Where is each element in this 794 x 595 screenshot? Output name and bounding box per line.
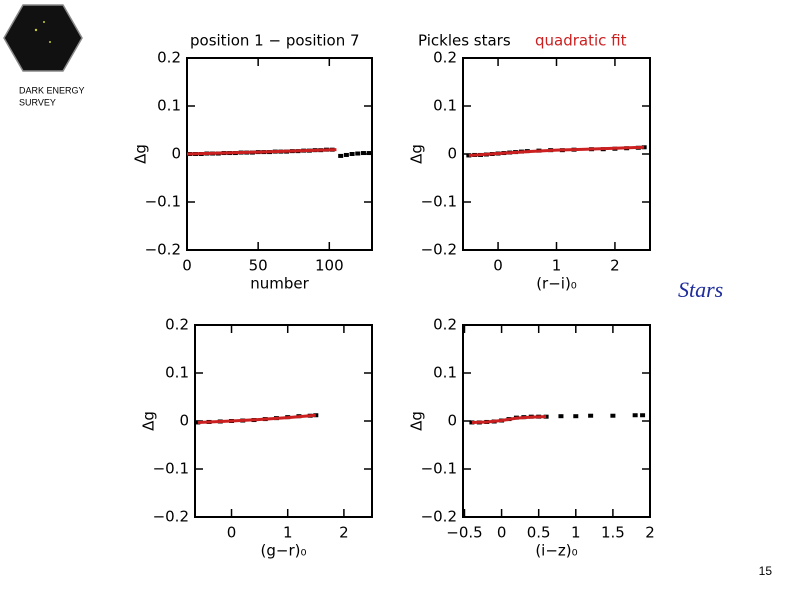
logo-text: DARK ENERGY	[19, 85, 85, 95]
y-tick-label: 0.1	[433, 97, 457, 115]
point	[588, 413, 594, 418]
x-tick-label: 1	[571, 524, 581, 542]
y-tick-label: 0	[179, 412, 189, 430]
x-tick-label: 1.5	[601, 524, 625, 542]
x-tick-label: 0	[493, 257, 503, 275]
x-tick-label: −0.5	[446, 524, 482, 542]
point	[632, 413, 638, 418]
x-axis-label: (g−r)₀	[261, 542, 307, 560]
fit-line	[468, 145, 645, 157]
y-tick-label: 0.1	[433, 364, 457, 382]
x-tick-label: 1	[283, 524, 293, 542]
fit-line	[186, 148, 337, 156]
x-tick-label: 0	[227, 524, 237, 542]
point	[610, 413, 616, 418]
y-tick-label: 0	[447, 412, 457, 430]
x-axis-label: (i−z)₀	[535, 542, 577, 560]
x-tick-label: 2	[339, 524, 349, 542]
fit-line	[197, 413, 316, 424]
point	[640, 413, 646, 418]
logo-hexagon	[3, 4, 83, 72]
point	[338, 153, 344, 158]
page-number: 15	[759, 564, 773, 578]
x-tick-label: 2	[645, 524, 655, 542]
chart-title: position 1 − position 7	[190, 32, 360, 50]
y-tick-label: −0.1	[153, 460, 189, 478]
y-tick-label: 0.1	[157, 97, 181, 115]
logo-star	[49, 41, 51, 43]
y-tick-label: 0.2	[433, 316, 457, 334]
y-tick-label: 0	[171, 145, 181, 163]
x-tick-label: 0	[497, 524, 507, 542]
caption: Stars	[678, 277, 723, 302]
x-tick-label: 100	[315, 257, 344, 275]
legend-label: Pickles stars	[418, 32, 511, 50]
point	[343, 152, 349, 157]
y-axis-label: Δg	[132, 144, 150, 164]
x-axis-label: number	[250, 275, 309, 293]
y-tick-label: −0.1	[421, 193, 457, 211]
x-axis-label: (r−i)₀	[536, 275, 577, 293]
y-tick-label: −0.2	[153, 508, 189, 526]
fit-line	[471, 415, 547, 424]
y-tick-label: 0	[447, 145, 457, 163]
y-tick-label: 0.2	[433, 49, 457, 67]
y-tick-label: −0.1	[145, 193, 181, 211]
point	[573, 414, 579, 419]
y-tick-label: −0.2	[421, 508, 457, 526]
x-tick-label: 0.5	[527, 524, 551, 542]
y-axis-label: Δg	[408, 144, 426, 164]
y-tick-label: −0.2	[421, 241, 457, 259]
x-tick-label: 2	[610, 257, 620, 275]
logo-star	[43, 21, 45, 23]
legend-label: quadratic fit	[535, 32, 627, 50]
y-axis-label: Δg	[140, 411, 158, 431]
point	[349, 152, 355, 156]
x-tick-label: 50	[249, 257, 268, 275]
point	[558, 414, 564, 419]
y-tick-label: 0.2	[165, 316, 189, 334]
logo-star	[34, 28, 38, 32]
y-tick-label: −0.2	[145, 241, 181, 259]
y-axis-label: Δg	[408, 411, 426, 431]
x-tick-label: 0	[182, 257, 192, 275]
x-tick-label: 1	[552, 257, 562, 275]
y-tick-label: 0.1	[165, 364, 189, 382]
y-tick-label: 0.2	[157, 49, 181, 67]
point	[355, 151, 361, 156]
y-tick-label: −0.1	[421, 460, 457, 478]
point	[360, 151, 366, 156]
point	[366, 151, 372, 156]
logo-text: SURVEY	[19, 97, 56, 107]
